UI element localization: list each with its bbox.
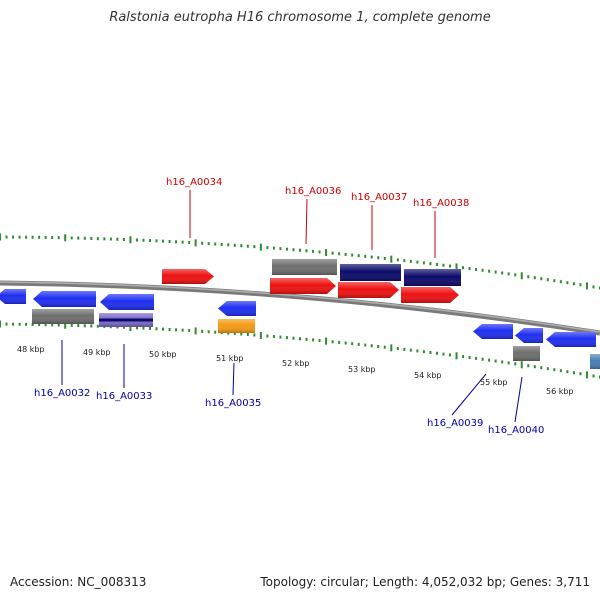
gene-h16-A0038-cds-shading: [404, 269, 461, 286]
scale-label-52: 52 kbp: [282, 359, 310, 368]
gene-h16-A0041-cds: [590, 354, 600, 369]
scale-label-56: 56 kbp: [546, 387, 574, 396]
chromosome-backbone: [0, 280, 600, 336]
gene-h16-A0035-cds: [218, 319, 255, 333]
gene-h16-A0041-cds-shading: [590, 354, 600, 369]
gene-h16-A0032-cds: [32, 309, 94, 324]
gene-label-h16-A0032[interactable]: h16_A0032: [34, 388, 90, 399]
scale-label-54: 54 kbp: [414, 371, 442, 380]
leader-h16-A0039: [451, 373, 487, 416]
gene-h16-A0037-cds-shading: [340, 264, 401, 281]
scale-label-48: 48 kbp: [17, 345, 45, 354]
gene-h16-A0032: [33, 291, 96, 307]
scale-label-50: 50 kbp: [149, 350, 177, 359]
gene-h16-A0035: [218, 301, 256, 316]
gene-h16-A0031-shading: [0, 289, 26, 304]
gene-h16-A0040-shading: [515, 328, 543, 343]
scale-label-53: 53 kbp: [348, 365, 376, 374]
gene-h16-A0034-shading: [162, 269, 214, 284]
gene-h16-A0039: [473, 324, 513, 339]
gene-h16-A0041-shading: [546, 332, 596, 347]
gene-h16-A0035-cds-shading: [218, 319, 255, 333]
gene-h16-A0037: [338, 282, 399, 298]
gene-label-h16-A0038[interactable]: h16_A0038: [413, 198, 469, 209]
gene-label-h16-A0034[interactable]: h16_A0034: [166, 177, 222, 188]
gene-h16-A0040-cds-shading: [513, 346, 540, 361]
gene-h16-A0031: [0, 289, 26, 304]
gene-h16-A0038: [401, 287, 459, 303]
gene-h16-A0033-shading: [100, 294, 154, 310]
gene-h16-A0034: [162, 269, 214, 284]
gene-h16-A0032-cds-shading: [32, 309, 94, 324]
gene-h16-A0032-shading: [33, 291, 96, 307]
gene-h16-A0036-cds: [272, 259, 337, 275]
gene-h16-A0040: [515, 328, 543, 343]
gene-label-h16-A0039[interactable]: h16_A0039: [427, 418, 483, 429]
chromosome-backbone-highlight: [0, 281, 600, 333]
gene-h16-A0038-shading: [401, 287, 459, 303]
gene-label-h16-A0035[interactable]: h16_A0035: [205, 398, 261, 409]
gene-h16-A0033-cds: [99, 313, 153, 327]
gene-label-h16-A0040[interactable]: h16_A0040: [488, 425, 544, 436]
scale-label-49: 49 kbp: [83, 348, 111, 357]
gene-label-h16-A0036[interactable]: h16_A0036: [285, 186, 341, 197]
gene-h16-A0036: [270, 278, 336, 294]
label-leader-lines: [61, 190, 523, 423]
gene-h16-A0041: [546, 332, 596, 347]
accession-text: Accession: NC_008313: [10, 575, 147, 589]
gene-h16-A0033-cds-stripe: [99, 318, 153, 322]
leader-h16-A0035: [232, 362, 235, 396]
scale-label-55: 55 kbp: [480, 378, 508, 387]
gene-features: [0, 259, 600, 369]
gene-h16-A0033: [100, 294, 154, 310]
gene-h16-A0040-cds: [513, 346, 540, 361]
topology-text: Topology: circular; Length: 4,052,032 bp…: [260, 575, 590, 589]
leader-h16-A0036: [305, 198, 308, 245]
gene-h16-A0039-shading: [473, 324, 513, 339]
gene-h16-A0035-shading: [218, 301, 256, 316]
scale-label-51: 51 kbp: [216, 354, 244, 363]
gene-h16-A0037-shading: [338, 282, 399, 298]
gene-label-h16-A0037[interactable]: h16_A0037: [351, 192, 407, 203]
tick-marks: [0, 233, 600, 379]
gene-label-h16-A0033[interactable]: h16_A0033: [96, 391, 152, 402]
gene-h16-A0038-cds: [404, 269, 461, 286]
map-title: Ralstonia eutropha H16 chromosome 1, com…: [109, 10, 491, 25]
leader-h16-A0040: [514, 376, 523, 423]
gene-h16-A0037-cds: [340, 264, 401, 281]
gene-h16-A0036-cds-shading: [272, 259, 337, 275]
gene-h16-A0036-shading: [270, 278, 336, 294]
